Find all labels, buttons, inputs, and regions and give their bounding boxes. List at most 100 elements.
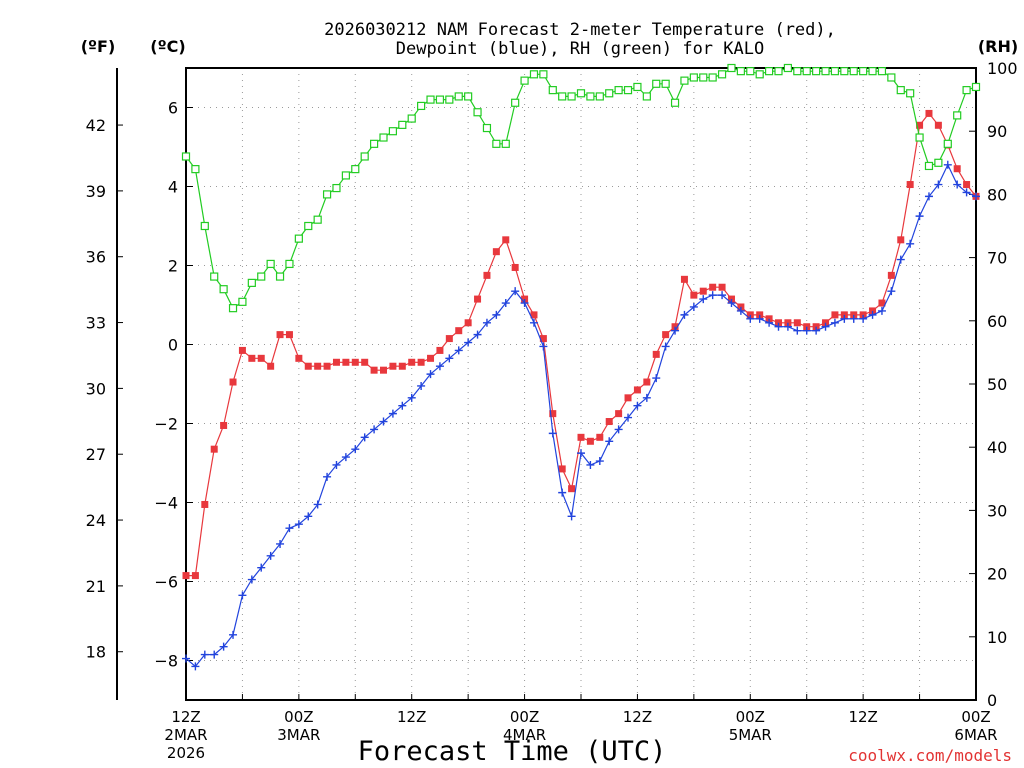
temperature-point — [455, 327, 463, 335]
temperature-point — [229, 378, 237, 386]
temperature-point — [445, 335, 453, 343]
rh-point — [445, 95, 454, 104]
dewpoint-point — [953, 180, 962, 189]
rh-point — [219, 285, 228, 294]
rh-point — [623, 86, 633, 95]
rh-point — [275, 272, 285, 281]
rh-point — [351, 165, 360, 174]
fahrenheit-tick-label: 24 — [86, 511, 106, 530]
dewpoint-point — [812, 326, 821, 335]
dewpoint-point — [765, 318, 774, 327]
rh-point — [247, 278, 256, 287]
dewpoint-line — [185, 163, 977, 668]
temperature-point — [398, 362, 406, 370]
rh-point — [473, 108, 482, 117]
dewpoint-point — [200, 650, 209, 659]
rh-point — [228, 304, 238, 313]
dewpoint-point — [191, 662, 200, 671]
rh-point — [830, 67, 840, 76]
dewpoint-point — [915, 212, 924, 221]
temperature-point — [483, 271, 491, 279]
rh-point — [576, 89, 586, 98]
rh-tick-label: 0 — [987, 691, 997, 710]
credit-text: coolwx.com/models — [848, 746, 1012, 765]
dewpoint-point — [360, 433, 369, 442]
rh-point — [341, 171, 350, 180]
dewpoint-point — [445, 354, 454, 363]
rh-point — [793, 67, 802, 76]
rh-point — [407, 114, 416, 123]
temperature-point — [201, 500, 209, 508]
dewpoint-point — [435, 362, 444, 371]
temperature-point — [276, 331, 284, 339]
rh-point — [642, 92, 651, 101]
dewpoint-point — [746, 314, 755, 323]
fahrenheit-tick-label: 42 — [86, 116, 106, 135]
temperature-point — [963, 181, 971, 189]
dewpoint-point — [426, 370, 435, 379]
rh-point — [727, 63, 736, 73]
dewpoint-point — [398, 401, 407, 410]
dewpoint-point — [229, 630, 238, 639]
rh-point — [953, 111, 962, 120]
dewpoint-point — [407, 393, 416, 402]
rh-point — [238, 297, 247, 306]
dewpoint-point — [323, 472, 332, 481]
dewpoint-point — [736, 306, 745, 315]
rh-point — [680, 76, 689, 85]
temperature-point — [267, 362, 275, 370]
dewpoint-point — [642, 393, 651, 402]
temperature-point — [464, 319, 472, 327]
temperature-point — [511, 263, 519, 271]
x-tick-label: 00Z — [736, 708, 765, 726]
fahrenheit-tick-label: 33 — [86, 314, 106, 333]
x-tick-label: 12Z — [171, 708, 200, 726]
temperature-point — [699, 287, 707, 295]
dewpoint-point — [624, 413, 633, 422]
rh-point — [257, 272, 266, 281]
celsius-tick-label: −6 — [154, 573, 178, 592]
dewpoint-point — [718, 291, 727, 300]
rh-point — [971, 82, 981, 92]
dewpoint-point — [482, 318, 491, 327]
temperature-point — [361, 358, 369, 366]
rh-tick-label: 10 — [987, 628, 1007, 647]
dewpoint-point — [802, 326, 811, 335]
rh-point — [285, 259, 294, 269]
dewpoint-point — [304, 512, 313, 521]
dewpoint-point — [539, 342, 548, 351]
temperature-point — [662, 331, 670, 339]
temperature-point — [295, 354, 303, 362]
dewpoint-point — [586, 460, 595, 469]
rh-point — [708, 73, 717, 82]
rh-tick-label: 80 — [987, 185, 1007, 204]
temperature-point — [916, 121, 924, 129]
rh-point — [520, 76, 529, 85]
rh-point — [934, 158, 943, 167]
dewpoint-point — [934, 180, 943, 189]
rh-point — [511, 98, 520, 107]
rh-point — [417, 101, 426, 111]
x-tick-label: 12Z — [397, 708, 426, 726]
temperature-point — [351, 358, 359, 366]
fahrenheit-tick-label: 39 — [86, 182, 106, 201]
rh-tick-label: 60 — [987, 312, 1007, 331]
temperature-point — [878, 299, 886, 307]
rh-point — [943, 139, 952, 148]
celsius-unit-label: (ºC) — [150, 37, 185, 56]
dewpoint-point — [783, 322, 792, 331]
rh-point — [821, 67, 830, 76]
dewpoint-point — [633, 401, 642, 410]
dewpoint-point — [595, 457, 604, 466]
rh-point — [755, 70, 764, 79]
dewpoint-point — [266, 551, 275, 560]
temperature-point — [652, 350, 660, 358]
series-rh — [181, 63, 981, 313]
dewpoint-point — [473, 330, 482, 339]
rh-point — [915, 133, 924, 142]
rh-point — [840, 67, 849, 76]
fahrenheit-tick-label: 27 — [86, 445, 106, 464]
rh-point — [492, 139, 501, 148]
temperature-point — [624, 394, 632, 402]
